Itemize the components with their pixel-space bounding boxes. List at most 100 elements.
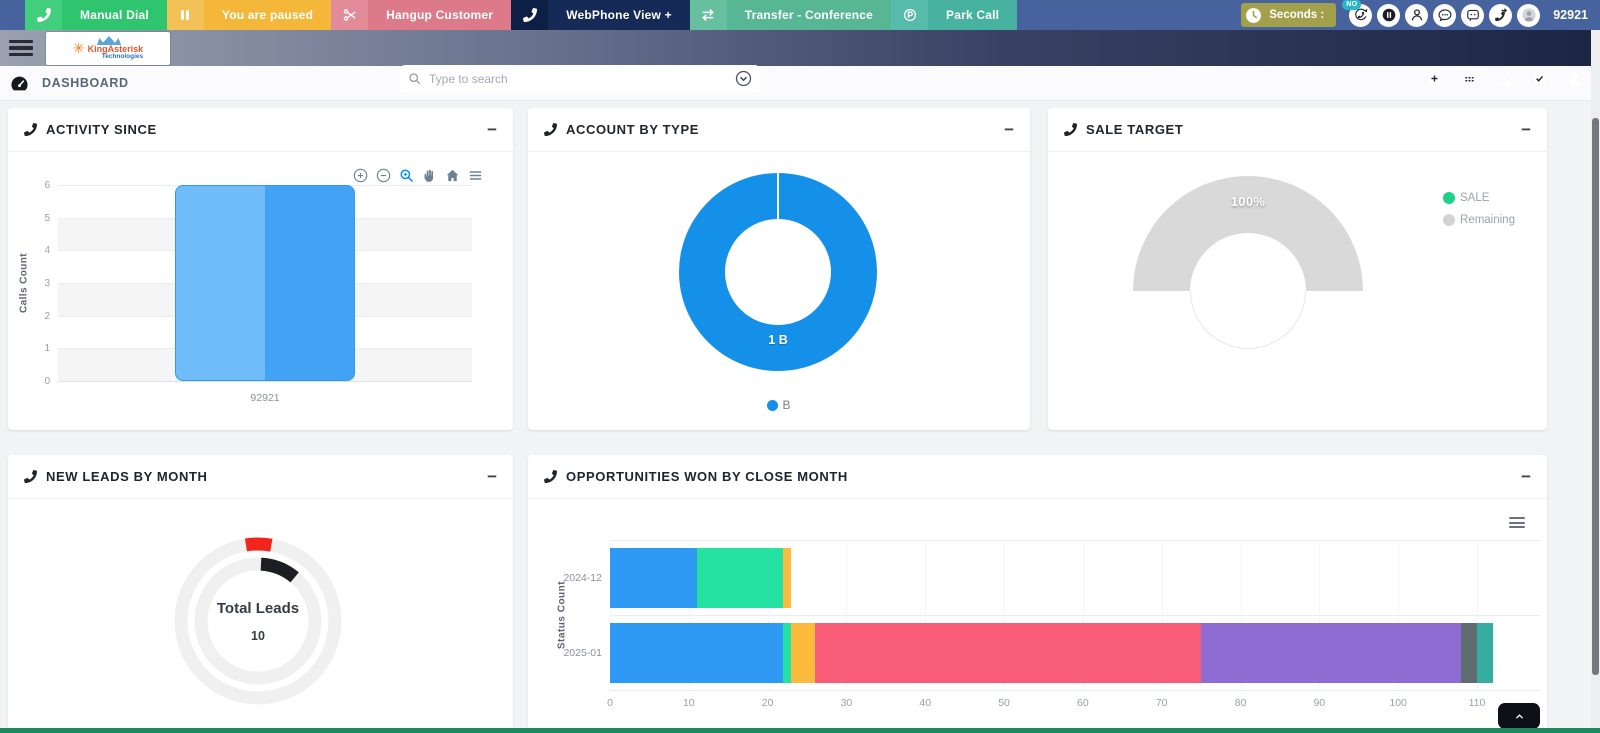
x-tick: 10 — [682, 697, 695, 709]
home-icon[interactable] — [445, 168, 460, 183]
magnifier-icon[interactable] — [399, 168, 414, 183]
call-button-webphone-view[interactable]: WebPhone View + — [511, 0, 690, 30]
park-icon — [891, 0, 929, 30]
bar-segment[interactable] — [610, 547, 697, 608]
phone-icon — [24, 123, 37, 136]
x-axis-ticks: 0 10 20 30 40 50 60 70 80 90 100 110 — [607, 697, 1540, 711]
global-search — [400, 65, 760, 92]
vertical-scrollbar[interactable] — [1591, 30, 1600, 733]
call-seconds-badge: Seconds : — [1241, 3, 1337, 27]
scroll-to-top-button[interactable] — [1498, 703, 1540, 729]
x-tick: 0 — [607, 697, 613, 709]
chat-dots-icon[interactable] — [1433, 3, 1457, 27]
brand-logo[interactable]: ✳ KingAsterisk Technologies — [46, 31, 170, 65]
bar-segment[interactable] — [1201, 622, 1462, 683]
chat-square-icon[interactable] — [1461, 3, 1485, 27]
bar-segment[interactable] — [1476, 622, 1493, 683]
menu-icon[interactable] — [468, 168, 483, 183]
stacked-bar-2024-12[interactable] — [610, 547, 792, 608]
legend-item[interactable]: B — [767, 398, 791, 412]
stacked-bar-plot — [610, 540, 1540, 691]
logo-crown-icon — [96, 35, 122, 45]
legend-item[interactable]: SALE — [1443, 192, 1515, 204]
scrollbar-thumb[interactable] — [1592, 118, 1599, 675]
y-axis-category: 2024-12 — [563, 571, 602, 584]
call-reload-icon[interactable]: NO — [1342, 0, 1373, 27]
tasks-icon[interactable] — [1532, 71, 1547, 86]
plus-circle-icon[interactable] — [1427, 71, 1442, 86]
collapse-card-button[interactable]: − — [1521, 120, 1531, 139]
x-tick: 90 — [1313, 697, 1326, 709]
chevron-down-icon[interactable] — [735, 70, 752, 87]
clock-icon — [1245, 7, 1262, 24]
gauge-chart — [1133, 176, 1363, 291]
chart-menu-icon[interactable] — [1509, 517, 1525, 528]
stacked-bar-2025-01[interactable] — [610, 622, 1493, 683]
bar-segment[interactable] — [791, 622, 815, 683]
card-opportunities-won: OPPORTUNITIES WON BY CLOSE MONTH − Statu… — [528, 455, 1547, 733]
topbar-right: Seconds : NO 92921 — [1241, 0, 1600, 30]
user-outline-icon[interactable] — [1405, 3, 1429, 27]
y-tick: 2 — [44, 310, 50, 322]
agent-id: 92921 — [1553, 8, 1588, 22]
zoom-in-icon[interactable] — [353, 168, 368, 183]
card-sale-target: SALE TARGET − 100% SALE Remaining — [1048, 108, 1547, 430]
chart-legend: SALE Remaining — [1443, 192, 1515, 226]
call-button-park-call[interactable]: Park Call — [891, 0, 1018, 30]
call-button-hangup-customer[interactable]: Hangup Customer — [331, 0, 512, 30]
pause-icon — [166, 0, 204, 30]
phone-icon — [25, 0, 62, 30]
bar-segment[interactable] — [783, 547, 792, 608]
zoom-out-icon[interactable] — [376, 168, 391, 183]
seconds-label: Seconds : — [1269, 9, 1325, 21]
avatar-icon[interactable] — [1517, 3, 1541, 27]
legend-item[interactable]: Remaining — [1443, 214, 1515, 226]
main-navbar: ✳ KingAsterisk Technologies — [0, 30, 1600, 92]
y-tick: 0 — [44, 376, 50, 387]
call-button-manual-dial[interactable]: Manual Dial — [25, 0, 167, 30]
gauge-percent-label: 100% — [1230, 194, 1266, 209]
bar-92921[interactable] — [175, 185, 356, 381]
card-title: ACCOUNT BY TYPE — [566, 122, 699, 137]
collapse-card-button[interactable]: − — [1521, 467, 1531, 486]
hamburger-menu-icon[interactable] — [9, 39, 33, 57]
phone-icon — [1064, 123, 1077, 136]
bar-segment[interactable] — [696, 547, 784, 608]
bar-chart-icon[interactable] — [1497, 71, 1512, 86]
record-pause-icon[interactable] — [1377, 3, 1401, 27]
call-transfer-icon[interactable] — [1489, 3, 1513, 27]
hand-icon[interactable] — [422, 168, 437, 183]
y-tick: 3 — [44, 278, 50, 289]
x-tick: 100 — [1389, 697, 1407, 709]
search-icon — [408, 72, 421, 85]
status-badge: NO — [1342, 0, 1362, 10]
phone-slash-icon — [331, 0, 369, 30]
call-button-pause[interactable]: You are paused — [166, 0, 332, 30]
x-tick: 80 — [1234, 697, 1247, 709]
collapse-card-button[interactable]: − — [487, 467, 497, 486]
call-button-transfer-conference[interactable]: Transfer - Conference — [689, 0, 892, 30]
breadcrumb: DASHBOARD — [0, 66, 1591, 101]
dashboard-icon — [10, 74, 29, 93]
bar-segment[interactable] — [814, 622, 1202, 683]
collapse-card-button[interactable]: − — [1004, 120, 1014, 139]
calendar-icon[interactable] — [1462, 71, 1477, 86]
collapse-card-button[interactable]: − — [487, 120, 497, 139]
donut-chart: 1 B — [679, 173, 877, 371]
search-input[interactable] — [427, 70, 729, 87]
bar-segment[interactable] — [783, 622, 792, 683]
chart-toolbar — [353, 168, 483, 183]
y-axis-label: Status Count — [556, 580, 568, 650]
bar-segment[interactable] — [1461, 622, 1477, 683]
card-account-by-type: ACCOUNT BY TYPE − 1 B B — [528, 108, 1030, 430]
y-axis-category: 2025-01 — [563, 646, 602, 659]
phone-icon — [544, 470, 557, 483]
card-title: NEW LEADS BY MONTH — [46, 469, 208, 484]
bar-segment[interactable] — [610, 622, 784, 683]
call-buttons-group: Manual Dial You are paused Hangup Customer… — [25, 0, 1018, 30]
rings-chart — [174, 537, 342, 705]
user-filled-icon[interactable] — [1567, 71, 1582, 86]
x-tick: 70 — [1155, 697, 1168, 709]
